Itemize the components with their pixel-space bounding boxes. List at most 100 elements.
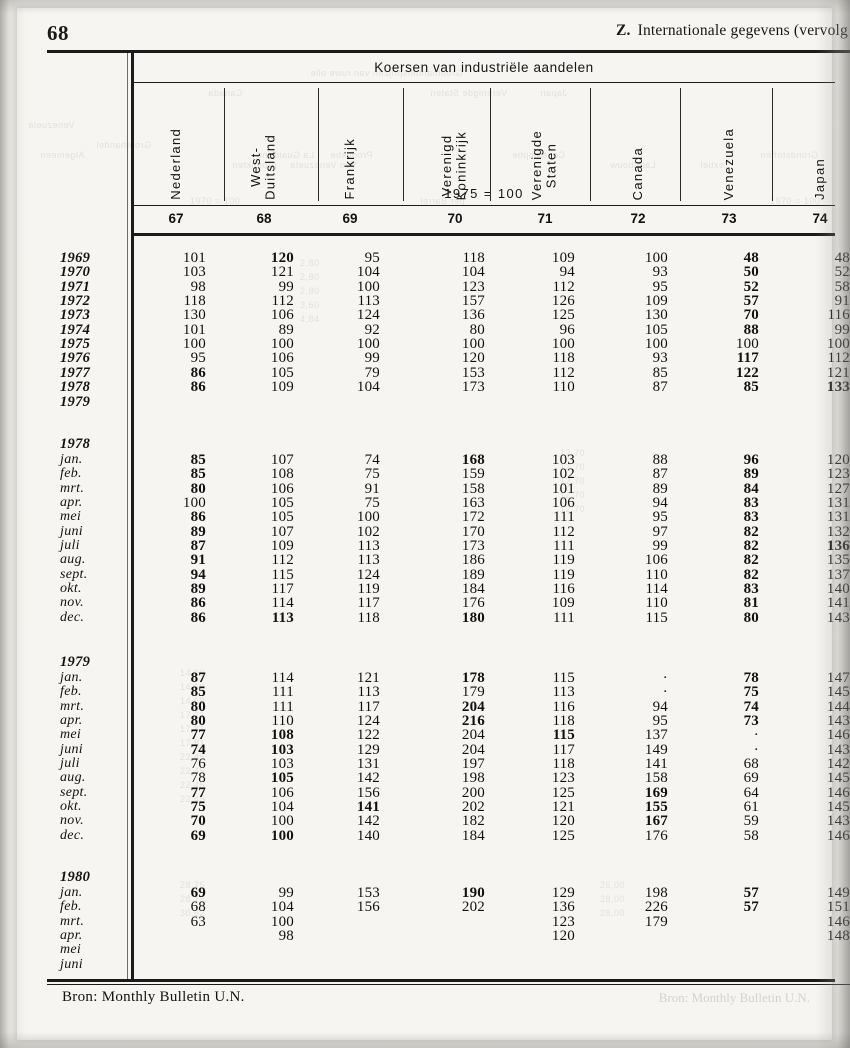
- data-cell: 113: [357, 538, 380, 555]
- data-cell: 102: [551, 466, 575, 483]
- data-cell: 96: [743, 451, 759, 468]
- data-cell: 186: [461, 552, 485, 569]
- data-cell: 86: [190, 364, 206, 381]
- data-cell: 83: [743, 495, 759, 511]
- data-cell: 146: [826, 727, 850, 744]
- data-cell: 157: [461, 293, 485, 310]
- data-cell: 78: [743, 669, 759, 686]
- data-cell: 114: [645, 581, 668, 598]
- column-divider: [680, 88, 681, 201]
- data-cell: 114: [271, 595, 294, 612]
- data-cell: 125: [551, 307, 575, 324]
- data-cell: 75: [364, 466, 380, 483]
- column-group-title: Koersen van industriële aandelen: [374, 60, 594, 75]
- data-cell: 113: [357, 293, 380, 310]
- column-header-label: Verenigde Staten: [529, 129, 559, 200]
- data-cell: 156: [356, 784, 380, 801]
- row-label-aug: aug.: [60, 770, 86, 786]
- column-header-label: Japan: [811, 158, 827, 200]
- section-mark: Z.: [615, 22, 631, 39]
- label-divider: [131, 53, 134, 979]
- data-cell: 96: [559, 321, 575, 338]
- source-note: Bron: Monthly Bulletin U.N.: [62, 989, 245, 1005]
- data-cell: 197: [461, 756, 485, 773]
- data-cell: 115: [645, 609, 668, 626]
- row-label-okt: okt.: [60, 581, 82, 597]
- data-cell: 88: [652, 451, 668, 468]
- data-cell: 82: [743, 552, 759, 569]
- data-cell: 179: [644, 913, 668, 930]
- data-cell: 108: [270, 466, 294, 483]
- base-period-note: 1975 = 100: [444, 186, 524, 201]
- column-numbers-top-rule: [133, 205, 835, 207]
- data-cell: 115: [552, 669, 575, 686]
- data-cell: 142: [826, 756, 850, 773]
- column-divider: [403, 88, 404, 201]
- data-cell: 170: [461, 523, 485, 540]
- data-cell: 130: [182, 307, 206, 324]
- data-cell: 184: [461, 827, 485, 844]
- data-cell: 204: [461, 727, 485, 744]
- data-cell: 52: [743, 278, 759, 295]
- row-label-1971: 1971: [60, 278, 91, 295]
- data-cell: 109: [551, 250, 575, 266]
- data-cell: 86: [190, 379, 206, 396]
- data-cell: 99: [834, 321, 850, 338]
- data-cell: 105: [270, 364, 294, 381]
- data-cell: 109: [270, 379, 294, 396]
- data-cell: 93: [652, 264, 668, 281]
- data-cell: 86: [190, 595, 206, 612]
- row-label-juni: juni: [60, 741, 83, 757]
- data-cell: 200: [461, 784, 485, 801]
- data-cell: 74: [743, 698, 759, 715]
- page-title-text: Internationale gegevens (vervolg: [637, 22, 848, 39]
- data-cell: 57: [743, 899, 759, 916]
- data-cell: 61: [743, 799, 759, 816]
- data-cell: 82: [743, 566, 759, 583]
- row-label-nov: nov.: [60, 813, 84, 829]
- data-cell: 91: [190, 552, 206, 569]
- data-cell: 130: [644, 307, 668, 324]
- data-cell: 81: [743, 595, 759, 612]
- data-cell: 94: [652, 495, 668, 511]
- data-cell: 159: [461, 466, 485, 483]
- row-label-juni: juni: [60, 956, 83, 972]
- data-cell: 68: [190, 899, 206, 916]
- data-cell: 86: [190, 609, 206, 626]
- data-cell: 57: [743, 884, 759, 901]
- data-cell: 85: [190, 451, 206, 468]
- column-number-73: 73: [721, 211, 737, 226]
- data-cell: 95: [364, 250, 380, 266]
- data-cell: 148: [826, 928, 850, 944]
- data-cell: 87: [190, 669, 206, 686]
- data-cell: 115: [271, 566, 294, 583]
- data-cell: 141: [356, 799, 380, 816]
- data-cell: 48: [743, 250, 759, 266]
- data-cell: 78: [190, 770, 206, 787]
- data-cell: 119: [357, 581, 380, 598]
- row-label-mrt: mrt.: [60, 698, 85, 714]
- data-cell: 52: [834, 264, 850, 281]
- column-number-70: 70: [447, 211, 463, 226]
- data-cell: 182: [461, 813, 485, 830]
- column-number-69: 69: [342, 211, 358, 226]
- data-cell: 105: [644, 321, 668, 338]
- data-cell: 105: [270, 495, 294, 511]
- group-title-rule: [133, 82, 835, 84]
- data-cell: 124: [356, 713, 380, 729]
- row-label-apr: apr.: [60, 495, 83, 510]
- row-label-1976: 1976: [60, 350, 91, 367]
- row-label-aug: aug.: [60, 552, 86, 568]
- label-divider-thin: [127, 53, 128, 979]
- data-cell: 179: [461, 684, 485, 701]
- row-label-sept: sept.: [60, 566, 88, 582]
- data-cell: 144: [826, 698, 850, 715]
- data-cell: 100: [551, 336, 575, 353]
- data-cell: 116: [552, 698, 575, 715]
- data-cell: 98: [190, 278, 206, 295]
- row-label-feb: feb.: [60, 899, 82, 915]
- column-number-74: 74: [812, 211, 828, 226]
- page-title: Z. Internationale gegevens (vervolg: [616, 22, 848, 40]
- data-cell: 106: [270, 307, 294, 324]
